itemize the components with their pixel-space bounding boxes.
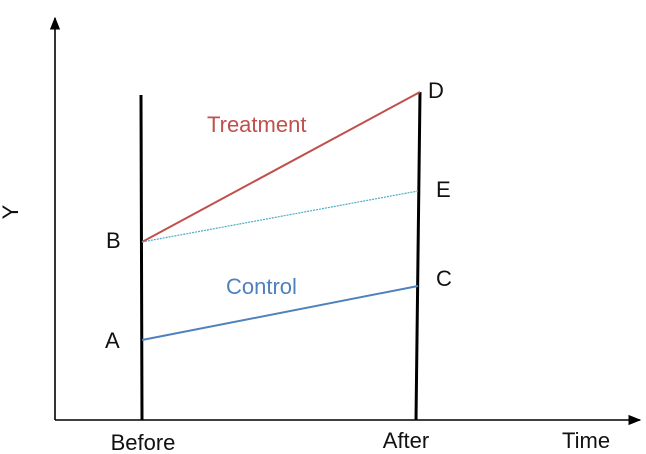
point-label-b: B	[106, 228, 121, 253]
treatment-line	[141, 91, 421, 243]
before-label: Before	[111, 430, 176, 454]
point-label-e: E	[436, 177, 451, 202]
treatment-label: Treatment	[207, 112, 306, 137]
point-label-d: D	[428, 78, 444, 103]
after-label: After	[383, 428, 429, 453]
control-label: Control	[226, 274, 297, 299]
before-period-line	[139, 94, 144, 421]
point-label-a: A	[105, 328, 120, 353]
x-axis-label: Time	[562, 428, 610, 453]
after-period-line	[414, 91, 422, 421]
counterfactual-line	[141, 190, 419, 243]
control-line	[141, 285, 419, 341]
y-axis-label: Y	[0, 204, 23, 219]
point-label-c: C	[436, 266, 452, 291]
